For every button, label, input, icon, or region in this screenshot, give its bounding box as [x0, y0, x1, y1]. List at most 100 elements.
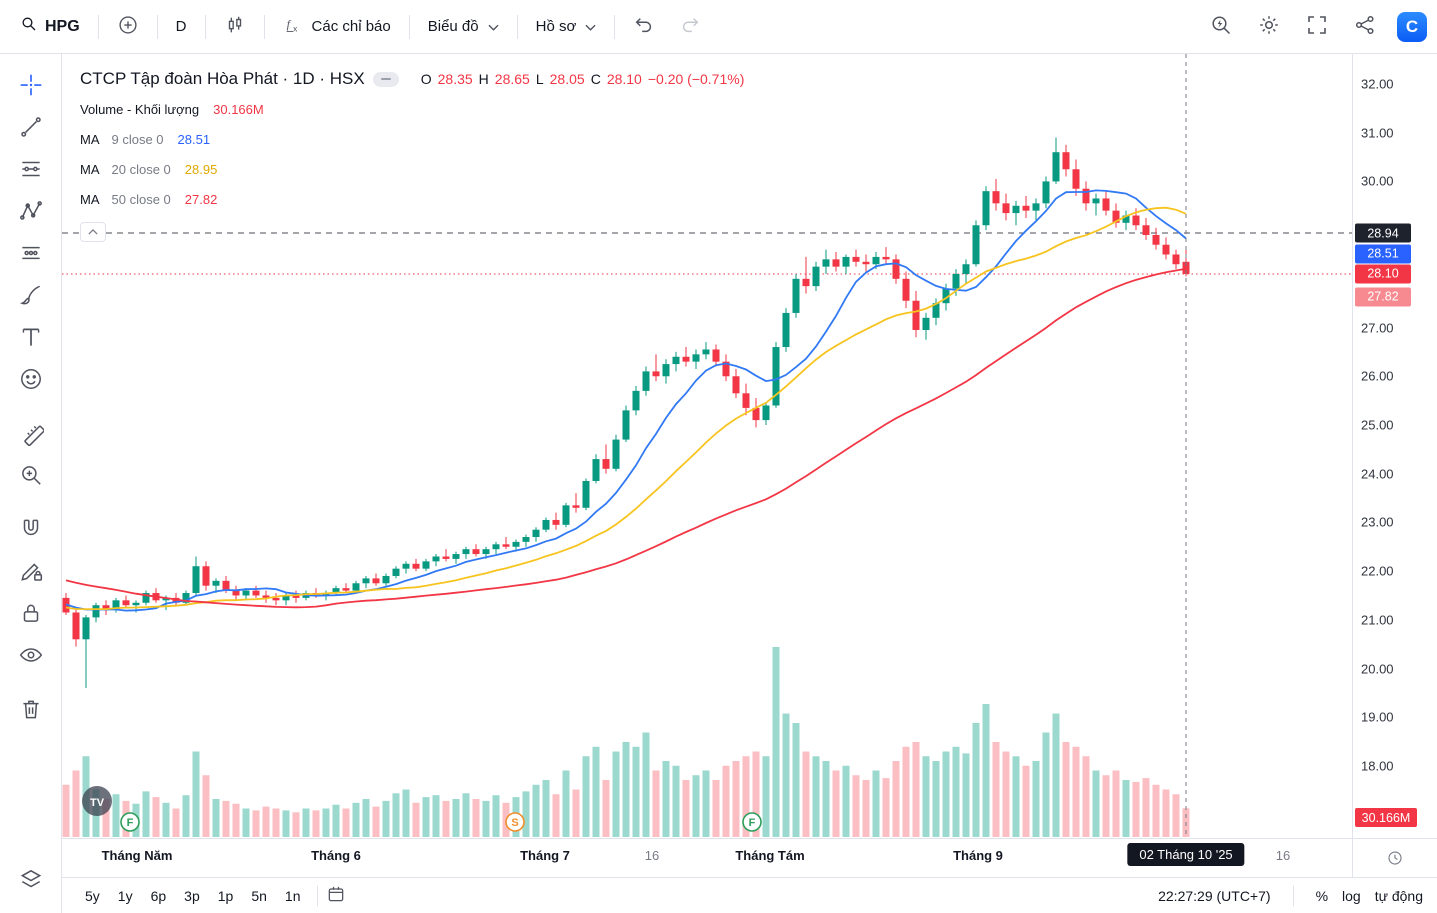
chart-menu-label: Biểu đồ: [427, 18, 479, 35]
svg-text:TV: TV: [90, 797, 105, 809]
tradingview-logo[interactable]: [82, 786, 112, 816]
magnet-tool-button[interactable]: [11, 508, 51, 550]
share-button[interactable]: [1343, 7, 1387, 47]
candlestick-icon: [224, 14, 246, 40]
price-axis-badge: 28.10: [1355, 264, 1411, 284]
chart-menu-button[interactable]: Biểu đồ: [418, 12, 509, 41]
price-tick: 21.00: [1361, 612, 1394, 628]
legend-ma9-row[interactable]: MA 9 close 0 28.51: [80, 131, 211, 147]
time-axis-label: 16: [644, 848, 660, 863]
range-5y-button[interactable]: 5y: [85, 887, 100, 904]
pencil-lock-icon: [20, 563, 42, 581]
volume-value: 30.166M: [213, 101, 264, 117]
svg-text:x: x: [293, 24, 298, 33]
trend-line-tool-button[interactable]: [11, 106, 51, 148]
plus-circle-icon: [117, 14, 139, 40]
symbol-title[interactable]: CTCP Tập đoàn Hòa Phát · 1D · HSX: [80, 69, 365, 88]
legend-volume-row[interactable]: Volume - Khối lượng 30.166M: [80, 94, 744, 124]
compare-button[interactable]: [107, 8, 149, 46]
profile-menu-button[interactable]: Hồ sơ: [526, 12, 607, 41]
ma-50-line: [65, 267, 1187, 609]
goto-date-button[interactable]: [326, 884, 346, 907]
ruler-tool-button[interactable]: [11, 412, 51, 454]
ruler-icon: [23, 425, 44, 446]
price-tick: 23.00: [1361, 514, 1394, 530]
price-tick: 24.00: [1361, 466, 1394, 482]
candles: [62, 137, 1190, 689]
symbol-search-button[interactable]: HPG: [10, 9, 90, 44]
broker-logo[interactable]: C: [1397, 11, 1427, 42]
ma50-value: 27.82: [184, 191, 218, 207]
hide-drawings-button[interactable]: [11, 634, 51, 676]
emoji-tool-button[interactable]: [11, 358, 51, 400]
event-marker[interactable]: [742, 812, 762, 832]
log-scale-button[interactable]: log: [1342, 887, 1361, 904]
auto-scale-button[interactable]: tự động: [1374, 887, 1423, 904]
chart-canvas[interactable]: F S F TV: [62, 54, 1352, 838]
range-1m-button[interactable]: 1p: [217, 887, 234, 904]
legend-collapse-button[interactable]: [80, 222, 106, 242]
time-axis-label: Tháng 6: [311, 848, 361, 863]
interval-button[interactable]: D: [166, 12, 197, 41]
event-marker[interactable]: [505, 812, 525, 832]
zoom-tool-button[interactable]: [11, 454, 51, 496]
clock-text[interactable]: 22:27:29 (UTC+7): [1158, 887, 1271, 904]
indicators-label: Các chỉ báo: [311, 18, 391, 35]
quick-search-button[interactable]: [1199, 7, 1243, 47]
range-1d-button[interactable]: 1n: [284, 887, 301, 904]
undo-button[interactable]: [623, 8, 665, 46]
remove-drawings-button[interactable]: [11, 688, 51, 730]
change-value: −0.20 (−0.71%): [647, 71, 745, 87]
interval-label: D: [175, 18, 187, 35]
event-marker[interactable]: [120, 812, 140, 832]
divider: [516, 14, 518, 39]
chevron-down-icon: [488, 18, 499, 35]
range-5d-button[interactable]: 5n: [251, 887, 267, 904]
text-tool-button[interactable]: [11, 316, 51, 358]
svg-text:F: F: [127, 817, 134, 829]
volume-label: Volume - Khối lượng: [80, 101, 200, 117]
draw-lock-tool-button[interactable]: [11, 550, 51, 592]
legend-ma20-row[interactable]: MA 20 close 0 28.95: [80, 161, 218, 177]
timezone-corner-button[interactable]: [1352, 838, 1437, 877]
zoom-in-icon: [21, 466, 41, 485]
crosshair-tool-button[interactable]: [11, 64, 51, 106]
brush-tool-button[interactable]: [11, 274, 51, 316]
price-tick: 22.00: [1361, 563, 1394, 579]
legend-ma50-row[interactable]: MA 50 close 0 27.82: [80, 191, 218, 207]
fib-retracement-tool-button[interactable]: [11, 148, 51, 190]
percent-scale-button[interactable]: %: [1315, 887, 1329, 904]
redo-button[interactable]: [669, 8, 711, 46]
price-tick: 32.00: [1361, 76, 1394, 92]
price-axis[interactable]: 32.0031.0030.0029.0028.0027.0026.0025.00…: [1352, 54, 1437, 838]
xabcd-pattern-tool-button[interactable]: [11, 190, 51, 232]
crosshair-icon: [20, 74, 41, 96]
range-3m-button[interactable]: 3p: [184, 887, 200, 904]
price-tick: 31.00: [1361, 125, 1394, 141]
crosshair-date-badge: 02 Tháng 10 '25: [1127, 843, 1245, 866]
ma-lines: [65, 189, 1187, 612]
time-axis-label: Tháng 7: [520, 848, 570, 863]
time-axis-label: Tháng Năm: [101, 848, 173, 863]
divider: [317, 885, 319, 906]
chart-style-button[interactable]: [214, 8, 256, 46]
chart-pane[interactable]: F S F TV CTCP Tập đoàn Hòa Phát · 1D · HSX …: [62, 54, 1352, 838]
time-axis[interactable]: 02 Tháng 10 '25 Tháng Năm Tháng 6 Tháng 7 1…: [62, 838, 1352, 877]
range-1y-button[interactable]: 1y: [117, 887, 133, 904]
range-6m-button[interactable]: 6p: [150, 887, 167, 904]
forecast-tool-button[interactable]: [11, 232, 51, 274]
fib-retracement-icon: [21, 161, 40, 177]
legend-symbol-row: CTCP Tập đoàn Hòa Phát · 1D · HSX O 28.35…: [80, 64, 744, 94]
price-axis-badge: 28.51: [1355, 244, 1411, 264]
settings-button[interactable]: [1247, 7, 1291, 47]
object-tree-button[interactable]: [11, 859, 51, 901]
legend-more-button[interactable]: [372, 71, 399, 87]
lock-all-tool-button[interactable]: [11, 592, 51, 634]
broker-logo-letter: C: [1405, 16, 1419, 36]
svg-text:S: S: [511, 817, 518, 829]
redo-icon: [679, 14, 701, 40]
fullscreen-button[interactable]: [1295, 7, 1339, 47]
price-axis-badge: 28.94: [1355, 223, 1411, 243]
